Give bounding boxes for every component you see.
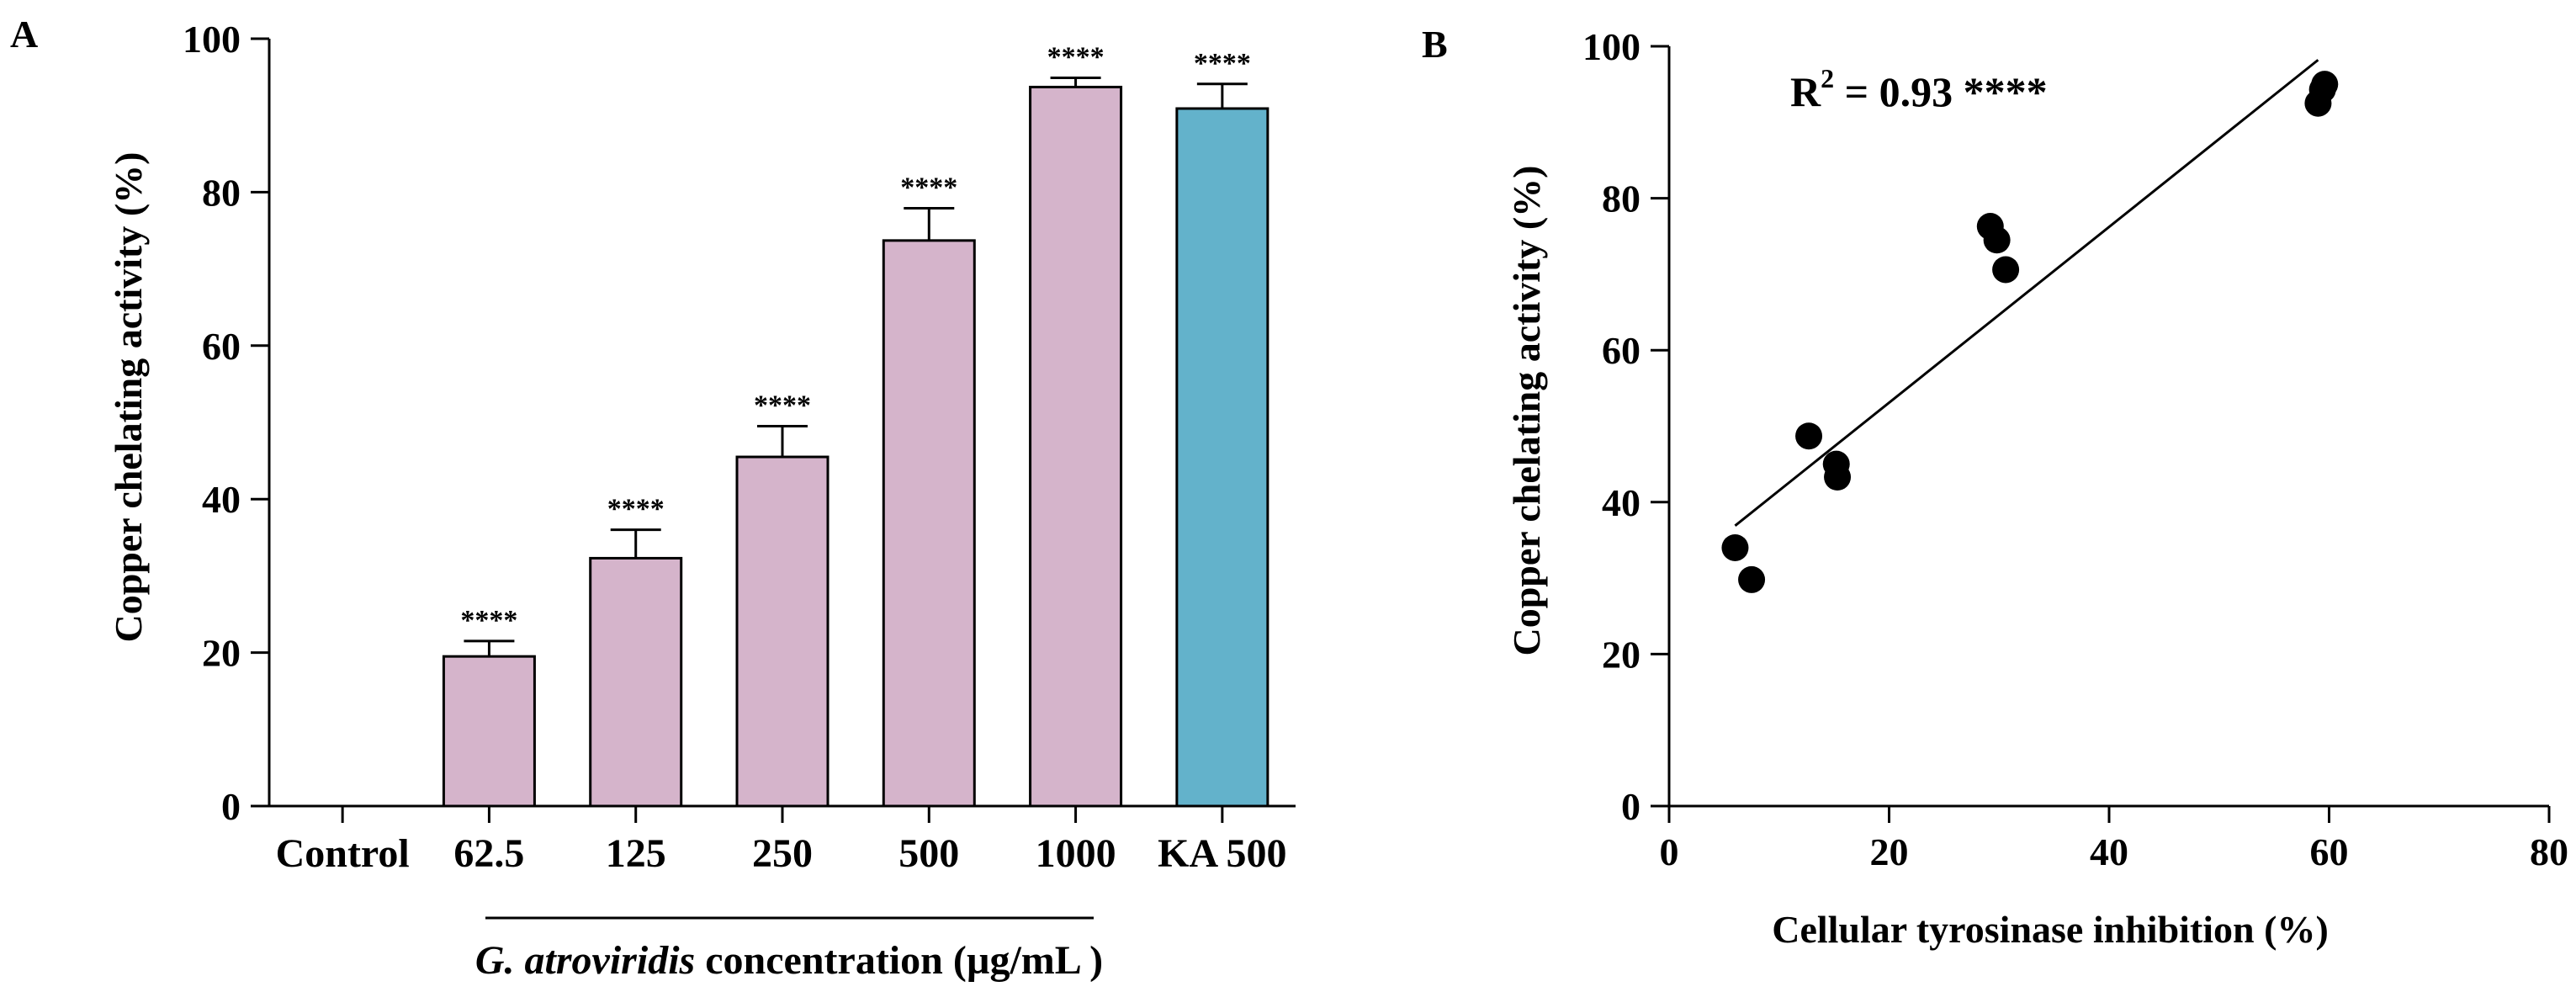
panel-b-scatter-chart: Copper chelating activity (%) Cellular t… — [1505, 25, 2568, 951]
bar — [1175, 107, 1269, 808]
panel-b-fit-line-group — [1734, 59, 2319, 527]
panel-b-x-axis: 0 20 40 60 80 — [1660, 804, 2568, 873]
scatter-point — [1992, 256, 2020, 284]
panel-b-r-superscript: 2 — [1821, 63, 1834, 93]
panel-a-group-label-rest: concentration (µg/mL ) — [695, 938, 1103, 983]
significance-marker: **** — [607, 494, 665, 525]
scatter-point — [2311, 71, 2339, 98]
scatter-point — [1824, 464, 1852, 491]
panel-b-x-tick-label: 40 — [2090, 830, 2128, 873]
panel-b-y-tick-label: 0 — [1621, 785, 1640, 828]
panel-a-bars: **** **** **** **** **** **** — [442, 42, 1269, 808]
panel-b-x-tick-label: 20 — [1870, 830, 1909, 873]
panel-b-y-axis-label: Copper chelating activity (%) — [1505, 165, 1548, 655]
panel-b-y-tick-label: 20 — [1602, 633, 1640, 676]
significance-marker: **** — [1194, 48, 1251, 79]
panel-a-y-axis-label: Copper chelating activity (%) — [107, 151, 150, 642]
scatter-point — [1795, 422, 1823, 450]
panel-a-x-tick-label: 500 — [898, 831, 959, 876]
panel-a-y-tick-label: 40 — [202, 478, 241, 521]
panel-a-x-tick-label: 250 — [752, 831, 813, 876]
panel-a-x-tick-label: KA 500 — [1158, 831, 1286, 876]
panel-a-y-tick-label: 80 — [202, 171, 241, 214]
panel-a-y-tick-label: 0 — [221, 785, 241, 828]
fit-line — [1734, 59, 2319, 527]
panel-b-y-tick-label: 100 — [1582, 25, 1640, 68]
significance-marker: **** — [460, 605, 517, 636]
panel-b-y-tick-label: 80 — [1602, 178, 1640, 220]
panel-b-y-tick-label: 40 — [1602, 481, 1640, 524]
panel-a-group-label-species: G. atroviridis — [475, 938, 695, 983]
panel-b-r-base: R — [1790, 68, 1821, 115]
panel-a-x-tick-label: 62.5 — [453, 831, 524, 876]
bar — [1029, 85, 1123, 808]
panel-a-y-tick-label: 60 — [202, 325, 241, 368]
panel-b-r-rest: = 0.93 **** — [1834, 68, 2048, 115]
panel-a-y-axis: 0 20 40 60 80 100 — [183, 18, 271, 828]
significance-marker: **** — [1047, 42, 1105, 73]
scatter-point — [1738, 565, 1766, 593]
panel-b-x-axis-label: Cellular tyrosinase inhibition (%) — [1772, 908, 2329, 951]
panel-b-x-tick-label: 80 — [2530, 830, 2568, 873]
bar — [735, 455, 830, 808]
scatter-point — [1721, 533, 1749, 561]
panel-b-r-squared: R2 = 0.93 **** — [1790, 63, 2048, 115]
panel-a-y-tick-label: 20 — [202, 632, 241, 675]
panel-a-bar-chart: Copper chelating activity (%) 0 20 40 60 80 1… — [107, 18, 1296, 983]
bar — [442, 655, 536, 808]
panel-a-y-tick-label: 100 — [183, 18, 241, 61]
panel-a-letter: A — [10, 13, 38, 56]
bar — [589, 556, 683, 808]
panel-b-x-tick-label: 60 — [2310, 830, 2349, 873]
significance-marker: **** — [754, 390, 811, 422]
panel-a-x-tick-label: 125 — [606, 831, 666, 876]
panel-a-x-axis: Control 62.5 125 250 500 1000 KA 500 — [269, 804, 1296, 876]
significance-marker: **** — [900, 172, 957, 204]
panel-b-y-tick-label: 60 — [1602, 329, 1640, 372]
panel-b-y-axis: 0 20 40 60 80 100 — [1582, 25, 1671, 828]
panel-a-x-tick-label: 1000 — [1036, 831, 1116, 876]
panel-a-x-tick-label: Control — [276, 831, 410, 876]
panel-b-letter: B — [1422, 23, 1448, 66]
bar — [882, 239, 976, 808]
scatter-point — [1983, 226, 2011, 254]
panel-b-x-tick-label: 0 — [1660, 830, 1679, 873]
panel-a-group-label: G. atroviridis concentration (µg/mL ) — [475, 938, 1103, 983]
panel-b-points — [1721, 71, 2339, 593]
